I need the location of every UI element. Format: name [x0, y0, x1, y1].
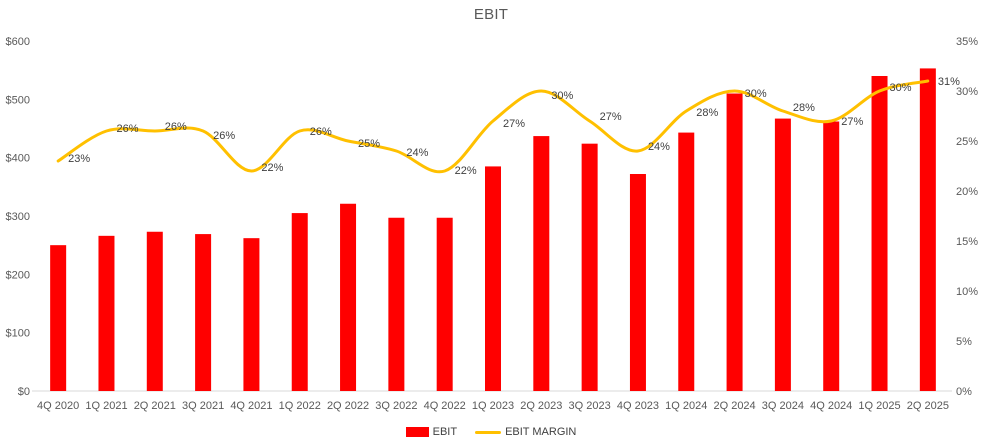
legend-label-ebit: EBIT: [432, 426, 458, 438]
ebit-margin-data-label-2Q-2025: 31%: [938, 76, 960, 88]
ebit-margin-data-label-3Q-2024: 28%: [793, 102, 815, 114]
ebit-margin-data-label-2Q-2022: 25%: [358, 138, 380, 150]
ebit-margin-data-label-1Q-2024: 28%: [696, 107, 718, 119]
right-axis-tick-label: 30%: [956, 86, 978, 98]
x-axis-tick-label: 4Q 2020: [37, 400, 79, 412]
ebit-bar-2Q-2025: [919, 68, 936, 392]
right-axis-tick-label: 35%: [956, 36, 978, 48]
ebit-margin-data-label-1Q-2022: 26%: [310, 126, 332, 138]
x-axis-tick-label: 4Q 2023: [617, 400, 659, 412]
ebit-margin-data-label-4Q-2023: 24%: [648, 141, 670, 153]
x-axis-tick-label: 1Q 2022: [279, 400, 321, 412]
right-axis-tick-label: 15%: [956, 236, 978, 248]
ebit-bar-4Q-2022: [436, 217, 453, 391]
ebit-bar-3Q-2023: [581, 143, 598, 391]
ebit-margin-data-label-1Q-2025: 30%: [890, 82, 912, 94]
ebit-margin-data-label-2Q-2021: 26%: [165, 121, 187, 133]
ebit-margin-data-label-3Q-2021: 26%: [213, 130, 235, 142]
ebit-bar-2Q-2022: [340, 203, 357, 391]
ebit-bar-1Q-2024: [678, 132, 695, 392]
ebit-margin-data-label-1Q-2021: 26%: [116, 123, 138, 135]
x-axis-tick-label: 4Q 2021: [230, 400, 272, 412]
right-axis-tick-label: 0%: [956, 386, 972, 398]
x-axis-tick-label: 1Q 2021: [85, 400, 127, 412]
legend-entry-ebit: EBIT: [405, 426, 458, 438]
left-axis-tick-label: $0: [18, 386, 30, 398]
ebit-margin-data-label-4Q-2021: 22%: [261, 162, 283, 174]
ebit-series-swatch: [405, 427, 429, 437]
ebit-margin-data-label-4Q-2022: 22%: [455, 165, 477, 177]
ebit-bar-3Q-2022: [388, 217, 405, 391]
ebit-bar-1Q-2023: [485, 166, 501, 391]
ebit-bar-3Q-2024: [774, 118, 791, 391]
ebit-margin-data-label-3Q-2022: 24%: [406, 147, 428, 159]
ebit-margin-series-swatch: [475, 430, 502, 434]
x-axis-tick-label: 2Q 2025: [907, 400, 949, 412]
ebit-margin-data-label-4Q-2024: 27%: [841, 116, 863, 128]
right-axis-tick-label: 20%: [956, 186, 978, 198]
x-axis-tick-label: 1Q 2024: [665, 400, 707, 412]
chart-title: EBIT: [473, 6, 509, 23]
left-axis-tick-label: $200: [6, 269, 30, 281]
ebit-margin-data-label-1Q-2023: 27%: [503, 118, 525, 130]
ebit-margin-line: [56, 79, 930, 174]
x-axis-tick-label: 2Q 2023: [520, 400, 562, 412]
ebit-bar-3Q-2021: [195, 234, 212, 391]
ebit-bar-4Q-2024: [823, 121, 840, 391]
ebit-bar-4Q-2021: [243, 238, 260, 391]
ebit-margin-data-label-2Q-2023: 30%: [551, 90, 573, 102]
left-axis-tick-label: $600: [6, 36, 30, 48]
legend: EBIT EBIT MARGIN: [0, 426, 982, 438]
ebit-bar-2Q-2024: [726, 93, 743, 391]
x-axis-tick-label: 2Q 2024: [713, 400, 755, 412]
x-axis-tick-label: 3Q 2021: [182, 400, 224, 412]
legend-entry-ebit-margin: EBIT MARGIN: [475, 426, 576, 438]
left-axis-tick-label: $100: [6, 328, 30, 340]
right-axis-tick-label: 25%: [956, 136, 978, 148]
ebit-bar-1Q-2022: [291, 213, 308, 391]
ebit-bar-2Q-2023: [533, 136, 550, 391]
x-axis-tick-label: 4Q 2022: [424, 400, 466, 412]
legend-label-ebit-margin: EBIT MARGIN: [505, 426, 577, 438]
left-axis-tick-label: $300: [6, 211, 30, 223]
ebit-margin-data-label-3Q-2023: 27%: [600, 111, 622, 123]
x-axis-tick-label: 2Q 2022: [327, 400, 369, 412]
ebit-bar-1Q-2025: [871, 76, 888, 391]
x-axis-tick-label: 1Q 2023: [472, 400, 514, 412]
ebit-bar-4Q-2020: [50, 245, 67, 391]
right-axis-tick-label: 5%: [956, 336, 972, 348]
x-axis-tick-label: 1Q 2025: [858, 400, 900, 412]
ebit-margin-data-label-4Q-2020: 23%: [68, 153, 90, 165]
x-axis-tick-label: 2Q 2021: [134, 400, 176, 412]
ebit-bar-1Q-2021: [98, 235, 115, 391]
ebit-margin-data-label-2Q-2024: 30%: [745, 88, 767, 100]
left-axis-tick-label: $500: [6, 94, 30, 106]
x-axis-tick-label: 3Q 2022: [375, 400, 417, 412]
ebit-bar-4Q-2023: [629, 174, 646, 391]
x-axis-tick-label: 4Q 2024: [810, 400, 852, 412]
right-axis-tick-label: 10%: [956, 286, 978, 298]
ebit-bar-2Q-2021: [146, 231, 163, 391]
x-axis-tick-label: 3Q 2024: [762, 400, 804, 412]
left-axis-tick-label: $400: [6, 153, 30, 165]
x-axis-tick-label: 3Q 2023: [569, 400, 611, 412]
